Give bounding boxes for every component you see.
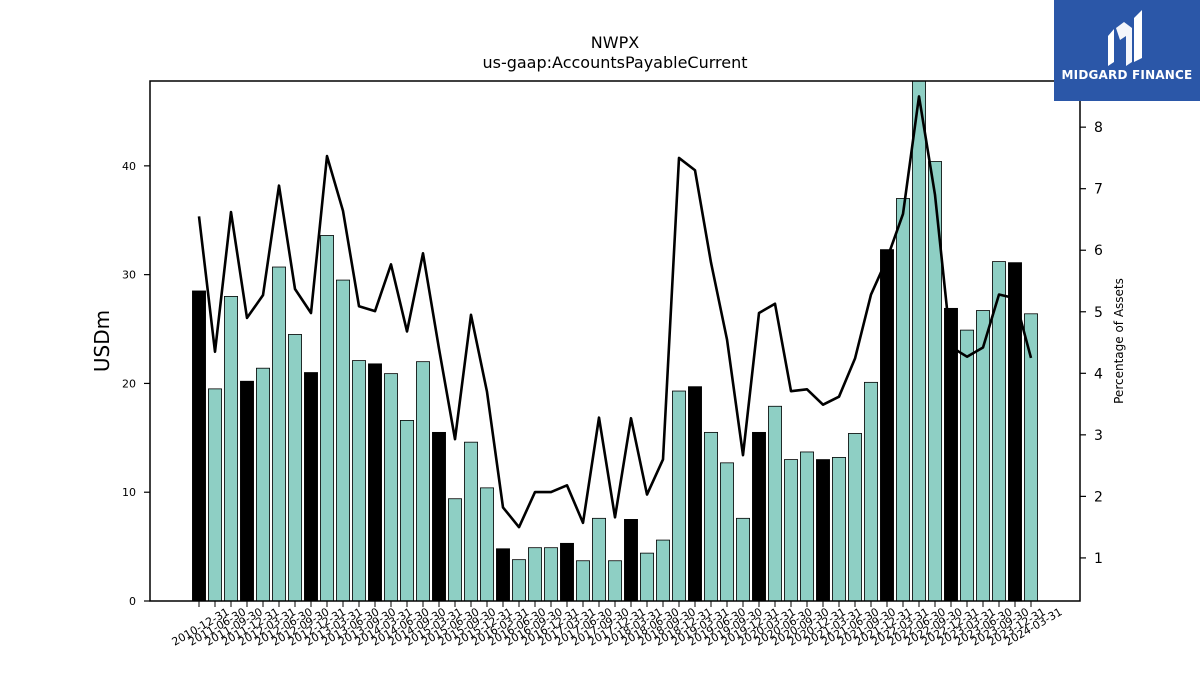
percentage-line [197,95,1033,529]
bar [832,456,846,602]
y2-tick-label: 8 [1094,120,1103,136]
y2-tick-label: 4 [1094,366,1103,382]
bar [784,459,798,602]
y2-tick-label: 2 [1094,489,1103,505]
bar [336,279,350,602]
bar [736,517,750,602]
bar [896,198,910,602]
y-tick-label: 40 [122,160,136,173]
bar [640,552,654,602]
bar [384,373,398,602]
bar [208,388,222,602]
chart-title: NWPX [591,33,639,52]
bar [320,235,334,602]
bar [800,451,814,602]
bar [400,420,414,602]
bar [880,249,894,602]
bar [768,405,782,602]
bar [592,517,606,602]
bar [960,329,974,602]
bar [848,433,862,602]
bar [864,381,878,602]
y2-axis-label: Percentage of Assets [1112,278,1126,404]
y-tick-label: 10 [122,486,136,499]
bar [912,80,926,602]
bar [416,361,430,602]
brand-logo: MIDGARD FINANCE [1054,0,1200,101]
bar [976,310,990,602]
logo-mark-icon [1108,10,1142,66]
bar [480,487,494,602]
y-tick-label: 30 [122,269,136,282]
bar [704,431,718,602]
bar [432,431,446,602]
bar [688,386,702,602]
bar [288,334,302,602]
bar [496,548,510,602]
y2-tick-label: 3 [1094,428,1103,444]
bar [304,372,318,602]
brand-name: MIDGARD FINANCE [1061,68,1193,82]
bar [512,559,526,602]
bar [672,390,686,602]
bar [272,266,286,602]
bar [464,441,478,602]
bar [752,431,766,602]
y-axis-label: USDm [90,310,114,372]
bar [224,295,238,602]
y2-tick-label: 6 [1094,243,1103,259]
y-tick-label: 0 [129,595,136,608]
y2-tick-label: 7 [1094,182,1103,198]
bar [352,360,366,602]
bar [624,519,638,602]
y2-tick-label: 5 [1094,305,1103,321]
bar [656,539,670,602]
y-tick-label: 20 [122,377,136,390]
y-axis-right: 1 2 3 4 5 6 7 8 [1080,120,1103,567]
bar [560,542,574,602]
bar [576,560,590,602]
bar [368,363,382,602]
bar [944,307,958,602]
bar [256,367,270,602]
bar [544,547,558,602]
y2-tick-label: 1 [1094,551,1103,567]
bar [192,290,206,602]
y-axis-left: 0 10 20 30 40 [122,160,150,608]
bar [240,380,254,602]
x-axis: 2010-12-312011-06-302011-09-302011-12-31… [170,601,1065,649]
bar [448,498,462,602]
bar [816,459,830,602]
bar [720,462,734,602]
bar [528,547,542,602]
chart-subtitle: us-gaap:AccountsPayableCurrent [482,53,747,72]
bar [608,560,622,602]
